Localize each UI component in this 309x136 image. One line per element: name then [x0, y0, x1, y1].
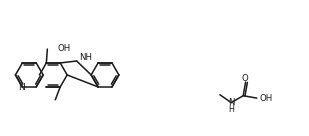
- Text: NH: NH: [79, 52, 92, 62]
- Text: OH: OH: [259, 94, 273, 103]
- Text: H: H: [228, 105, 234, 114]
- Text: N: N: [18, 83, 25, 92]
- Text: OH: OH: [57, 44, 70, 53]
- Text: O: O: [241, 74, 248, 83]
- Text: N: N: [228, 98, 235, 107]
